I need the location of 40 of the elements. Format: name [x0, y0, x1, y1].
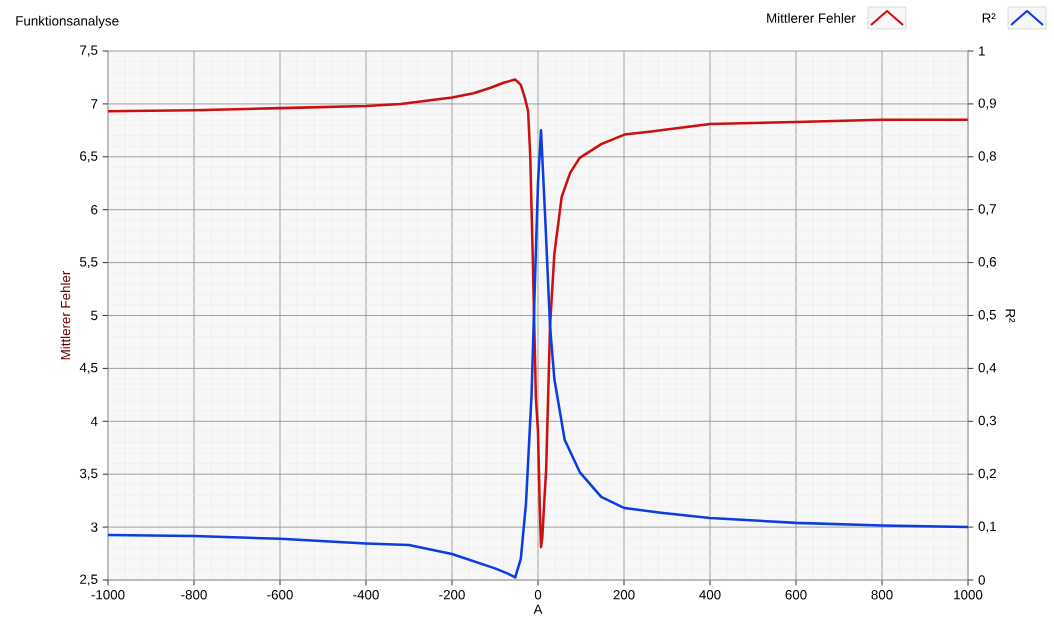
- chart-title: Funktionsanalyse: [16, 15, 119, 29]
- x-axis-title: A: [533, 604, 543, 614]
- y2-tick-label: 0,2: [978, 468, 996, 480]
- y2-tick-label: 0,3: [978, 415, 997, 427]
- y-tick-label: 7: [91, 99, 98, 109]
- y2-tick-label: 1: [979, 46, 985, 56]
- x-tick-label: 400: [699, 590, 721, 600]
- y-tick-label: 4,5: [79, 362, 98, 374]
- y2-tick-label: 0: [978, 575, 985, 585]
- x-tick-label: -1000: [91, 590, 125, 600]
- legend-label: R²: [982, 13, 996, 23]
- y-tick-label: 3,5: [79, 468, 98, 480]
- x-tick-label: -200: [439, 590, 465, 600]
- y2-tick-label: 0,6: [978, 257, 997, 269]
- y2-tick-label: 0,1: [978, 521, 996, 533]
- y2-axis-title: R²: [1005, 309, 1015, 323]
- line-series: [108, 78, 968, 549]
- x-tick-label: -600: [267, 590, 293, 600]
- y2-tick-label: 0,8: [978, 151, 997, 163]
- x-tick-label: 800: [871, 590, 893, 600]
- y-tick-label: 2,5: [80, 574, 98, 586]
- y-tick-label: 3: [91, 522, 98, 532]
- y-tick-label: 6: [91, 204, 98, 215]
- y-tick-label: 5: [91, 310, 98, 321]
- y-tick-label: 5,5: [79, 257, 98, 269]
- legend-label: Mittlerer Fehler: [767, 13, 856, 23]
- x-tick-label: 0: [534, 590, 542, 600]
- x-tick-label: 200: [613, 590, 635, 600]
- y2-tick-label: 0,7: [978, 204, 996, 216]
- y2-tick-label: 0,4: [978, 362, 997, 374]
- y-tick-label: 6,5: [80, 151, 98, 163]
- x-tick-label: -800: [181, 590, 207, 600]
- x-tick-label: -400: [353, 590, 379, 600]
- x-tick-label: 1000: [954, 590, 983, 600]
- y2-tick-label: 0,5: [978, 310, 997, 322]
- y-axis-title: Mittlerer Fehler: [60, 270, 71, 360]
- y2-tick-label: 0,9: [978, 98, 996, 110]
- x-tick-label: 600: [785, 590, 807, 600]
- y-tick-label: 7,5: [80, 45, 98, 57]
- y-tick-label: 4: [90, 416, 98, 426]
